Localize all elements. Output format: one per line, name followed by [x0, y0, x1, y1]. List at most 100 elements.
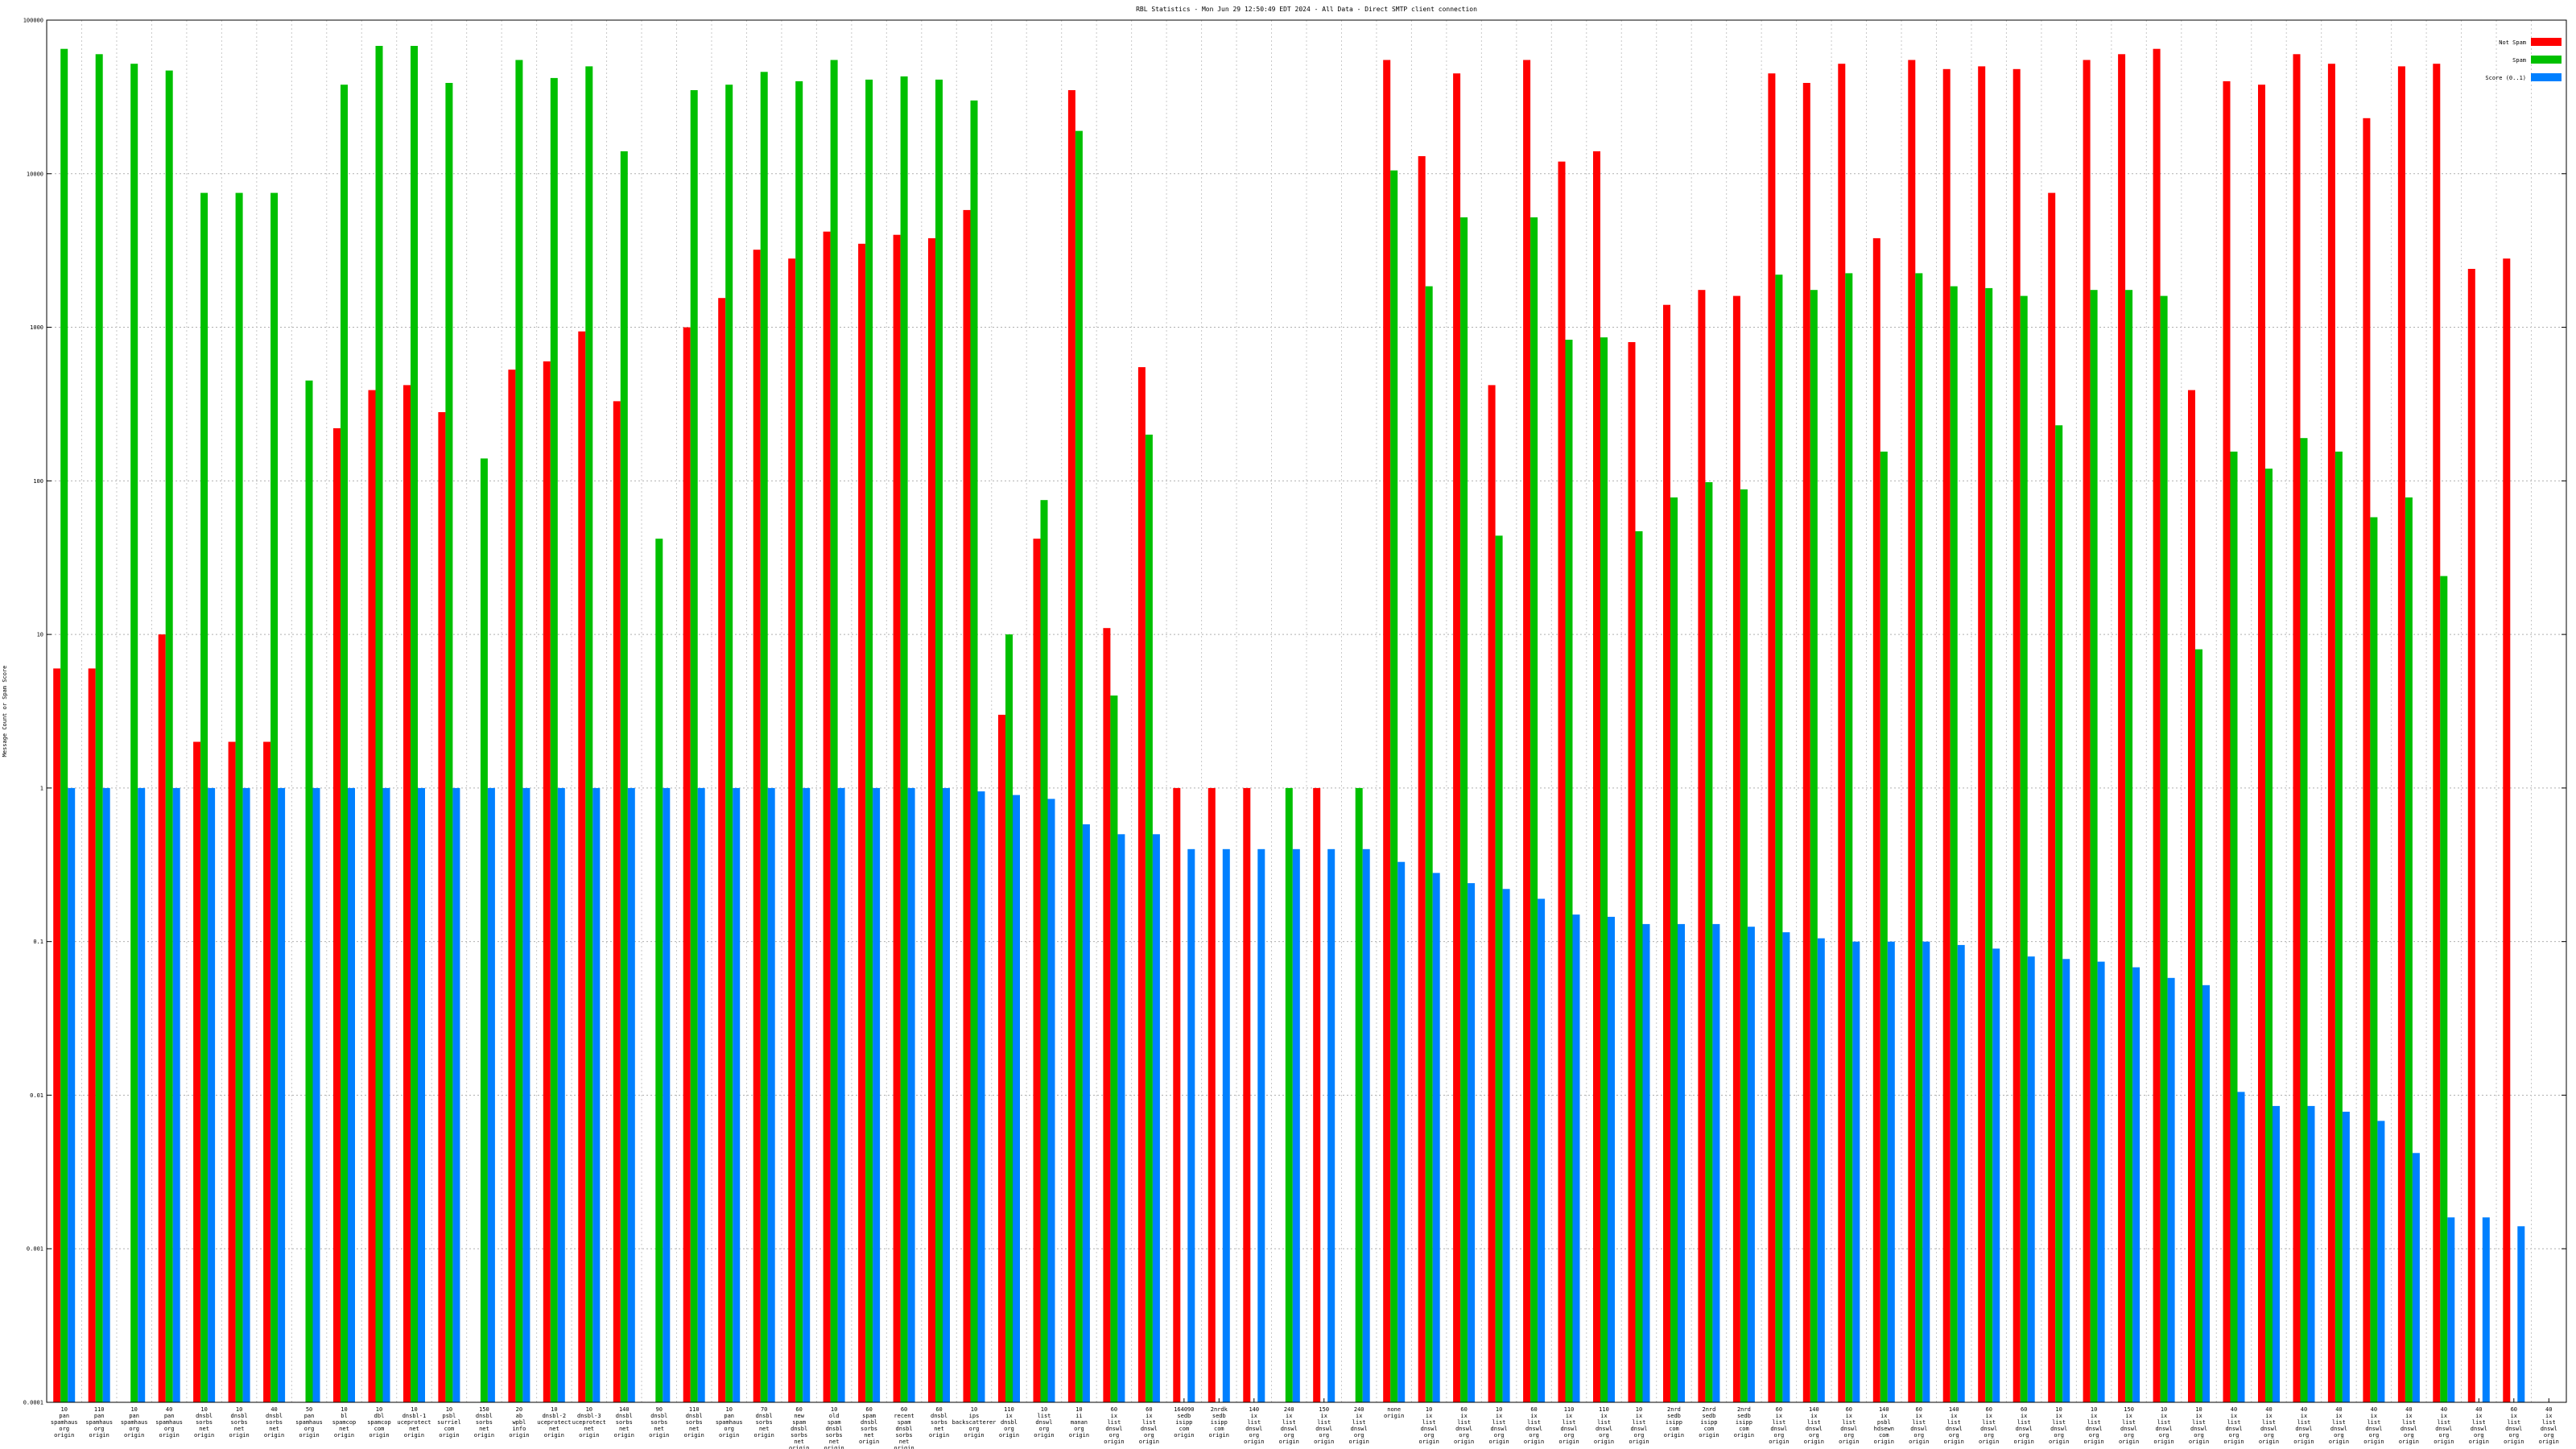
y-axis-title: Message Count or Spam Score — [2, 666, 8, 758]
bar-spam — [1355, 787, 1363, 1402]
x-category-label-line: dnsbl — [931, 1413, 947, 1419]
x-category-label-line: origin — [1804, 1439, 1824, 1445]
x-category-label-line: ix — [2161, 1413, 2167, 1419]
x-category-label-line: 2nrdk — [1211, 1406, 1228, 1413]
bar-not-spam — [2048, 192, 2056, 1403]
x-category-label-line: org — [1284, 1432, 1294, 1439]
x-category-label-line: uceprotect — [537, 1419, 571, 1426]
x-category-label-line: 40 — [270, 1406, 277, 1413]
x-category-label-line: 150 — [479, 1406, 489, 1413]
bar-spam — [1145, 434, 1153, 1402]
x-category-label-line: origin — [1279, 1439, 1299, 1445]
x-category-label-line: origin — [999, 1432, 1019, 1439]
x-category-label-line: dnswl — [1946, 1426, 1963, 1432]
x-category-label-line: spamhaus — [716, 1419, 743, 1426]
x-category-label-line: origin — [474, 1432, 494, 1439]
x-category-label-line: ix — [1810, 1413, 1817, 1419]
x-category-label-line: net — [794, 1439, 804, 1445]
x-category-label-line: origin — [2539, 1439, 2559, 1445]
bar-not-spam — [1593, 151, 1600, 1402]
x-category-label-line: bl — [341, 1413, 347, 1419]
x-category-label-line: 140 — [1249, 1406, 1259, 1413]
x-category-label-line: ix — [1321, 1413, 1327, 1419]
x-category-label-line: net — [654, 1426, 664, 1432]
bar-not-spam — [1383, 60, 1391, 1402]
x-category-label-line: origin — [2434, 1439, 2454, 1445]
bar-spam — [655, 539, 663, 1403]
x-category-label-line: isipp — [1666, 1419, 1682, 1426]
bar-not-spam — [2118, 54, 2126, 1402]
bar-score-0-1- — [1292, 848, 1300, 1402]
bar-score-0-1- — [733, 787, 741, 1402]
x-category-label-line: list — [2507, 1419, 2520, 1426]
bar-spam — [1705, 482, 1713, 1402]
bar-not-spam — [823, 231, 831, 1403]
x-category-label-line: dnswl — [1840, 1426, 1857, 1432]
x-category-label-line: org — [2404, 1432, 2414, 1439]
x-category-label-line: net — [234, 1426, 245, 1432]
x-category-label-line: ips — [969, 1413, 980, 1419]
bar-spam — [2195, 649, 2202, 1402]
x-category-label-line: dnswl — [1281, 1426, 1298, 1432]
x-category-label-line: org — [2124, 1432, 2134, 1439]
x-category-label-line: 110 — [1599, 1406, 1609, 1413]
x-category-label-line: net — [619, 1426, 630, 1432]
x-category-label-line: 10 — [130, 1406, 137, 1413]
bar-not-spam — [2467, 269, 2475, 1402]
x-category-label-line: sedb — [1703, 1413, 1716, 1419]
x-category-label-line: 60 — [1146, 1406, 1152, 1413]
bar-score-0-1- — [1817, 938, 1825, 1402]
x-category-label-line: origin — [754, 1432, 774, 1439]
x-category-label-line: 60 — [865, 1406, 872, 1413]
x-category-label-line: 110 — [1564, 1406, 1575, 1413]
x-category-label-line: ix — [1460, 1413, 1467, 1419]
x-category-label-line: org — [1949, 1432, 1959, 1439]
y-tick-label: 10000 — [27, 171, 43, 177]
x-category-label-line: 10 — [446, 1406, 452, 1413]
bar-spam — [2090, 290, 2098, 1403]
x-category-label-line: dnsbl — [616, 1413, 633, 1419]
x-category-label-line: ix — [2405, 1413, 2412, 1419]
x-category-label-line: 10 — [2161, 1406, 2167, 1413]
bar-score-0-1- — [452, 787, 460, 1402]
x-category-label-line: 40 — [2335, 1406, 2342, 1413]
x-category-label-line: 150 — [1319, 1406, 1329, 1413]
x-category-label-line: dnsbl — [791, 1426, 807, 1432]
x-category-label-line: origin — [1104, 1439, 1124, 1445]
x-category-label-line: pan — [304, 1413, 315, 1419]
x-category-label-line: manan — [1071, 1419, 1088, 1426]
bar-score-0-1- — [278, 787, 286, 1402]
x-category-label-line: list — [2297, 1419, 2311, 1426]
x-category-label-line: org — [2194, 1432, 2204, 1439]
x-category-label-line: recent — [894, 1413, 914, 1419]
x-category-label-line: org — [1354, 1432, 1364, 1439]
x-category-label-line: ix — [1005, 1413, 1012, 1419]
x-category-label-line: spamhaus — [51, 1419, 78, 1426]
x-category-label-line: sorbs — [231, 1419, 248, 1426]
bar-not-spam — [1103, 628, 1111, 1402]
bar-score-0-1- — [627, 787, 635, 1402]
bar-spam — [585, 66, 593, 1402]
bar-not-spam — [2223, 80, 2231, 1402]
y-tick-label: 1 — [40, 785, 43, 791]
x-category-label-line: sorbs — [686, 1419, 703, 1426]
x-category-label-line: dbl — [374, 1413, 385, 1419]
x-category-label-line: ix — [1251, 1413, 1257, 1419]
bar-not-spam — [2188, 390, 2195, 1403]
bar-score-0-1- — [1013, 795, 1020, 1402]
bar-not-spam — [613, 401, 621, 1402]
x-category-label-line: ix — [2335, 1413, 2342, 1419]
bar-score-0-1- — [837, 787, 845, 1402]
x-category-label-line: sedb — [1667, 1413, 1681, 1419]
x-category-label-line: org — [1984, 1432, 1994, 1439]
x-category-label-line: 10 — [1496, 1406, 1502, 1413]
x-category-label-line: origin — [1769, 1439, 1789, 1445]
